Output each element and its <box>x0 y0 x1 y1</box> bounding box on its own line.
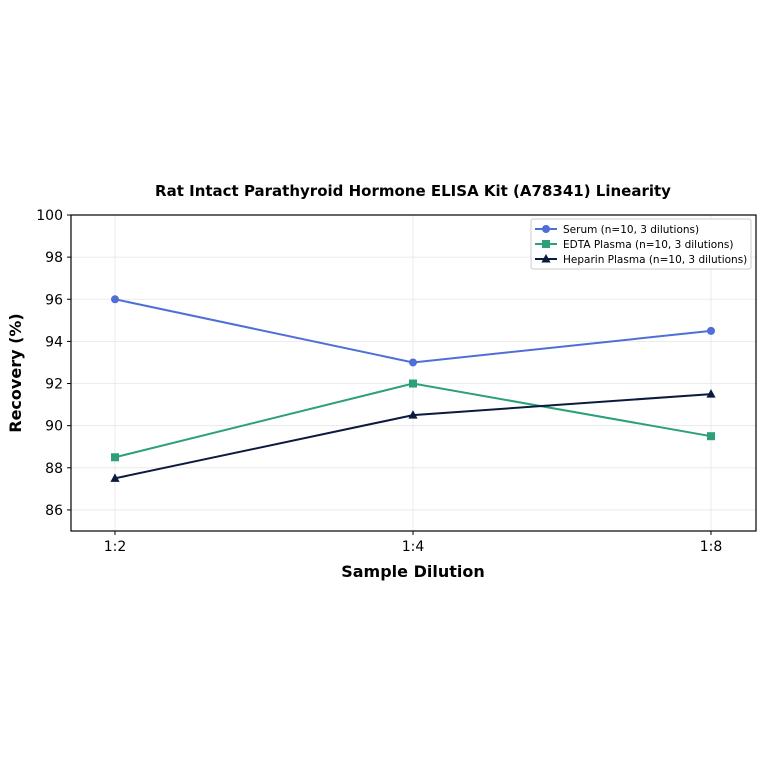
y-axis-ticks: 86 88 90 92 94 96 98 100 <box>36 208 71 519</box>
data-point <box>111 453 119 462</box>
data-point <box>706 389 716 398</box>
data-point <box>110 473 120 482</box>
data-point <box>707 432 715 441</box>
data-point <box>111 295 119 304</box>
y-tick-label: 94 <box>45 334 63 350</box>
series-1 <box>111 379 715 462</box>
y-tick-label: 96 <box>45 292 63 308</box>
x-tick-label: 1:2 <box>104 539 127 555</box>
legend-label: Heparin Plasma (n=10, 3 dilutions) <box>563 254 747 266</box>
data-point <box>409 358 417 367</box>
data-point <box>408 410 418 419</box>
data-point <box>409 379 417 388</box>
y-tick-label: 88 <box>45 461 63 477</box>
x-axis-label: Sample Dilution <box>341 562 485 581</box>
x-tick-label: 1:8 <box>700 539 723 555</box>
y-tick-label: 86 <box>45 503 63 519</box>
y-tick-label: 98 <box>45 250 63 266</box>
legend-marker <box>542 225 550 233</box>
legend-item: Serum (n=10, 3 dilutions) <box>535 224 699 236</box>
legend-box <box>530 218 752 270</box>
data-point <box>707 326 715 335</box>
x-tick-label: 1:4 <box>402 539 425 555</box>
series-2 <box>110 389 716 482</box>
legend-marker <box>541 254 551 263</box>
legend-item: Heparin Plasma (n=10, 3 dilutions) <box>535 254 747 266</box>
y-tick-label: 100 <box>36 208 63 224</box>
legend-label: EDTA Plasma (n=10, 3 dilutions) <box>563 239 733 251</box>
legend-label: Serum (n=10, 3 dilutions) <box>563 224 699 236</box>
y-tick-label: 92 <box>45 377 63 393</box>
series-0 <box>111 295 715 367</box>
series-layer <box>110 295 716 482</box>
chart-title: Rat Intact Parathyroid Hormone ELISA Kit… <box>155 182 671 200</box>
y-axis-label: Recovery (%) <box>6 313 25 432</box>
legend-item: EDTA Plasma (n=10, 3 dilutions) <box>535 239 733 251</box>
x-axis-ticks: 1:2 1:4 1:8 <box>104 531 723 555</box>
legend: Serum (n=10, 3 dilutions) EDTA Plasma (n=… <box>530 218 752 270</box>
y-tick-label: 90 <box>45 419 63 435</box>
legend-marker <box>542 240 550 248</box>
